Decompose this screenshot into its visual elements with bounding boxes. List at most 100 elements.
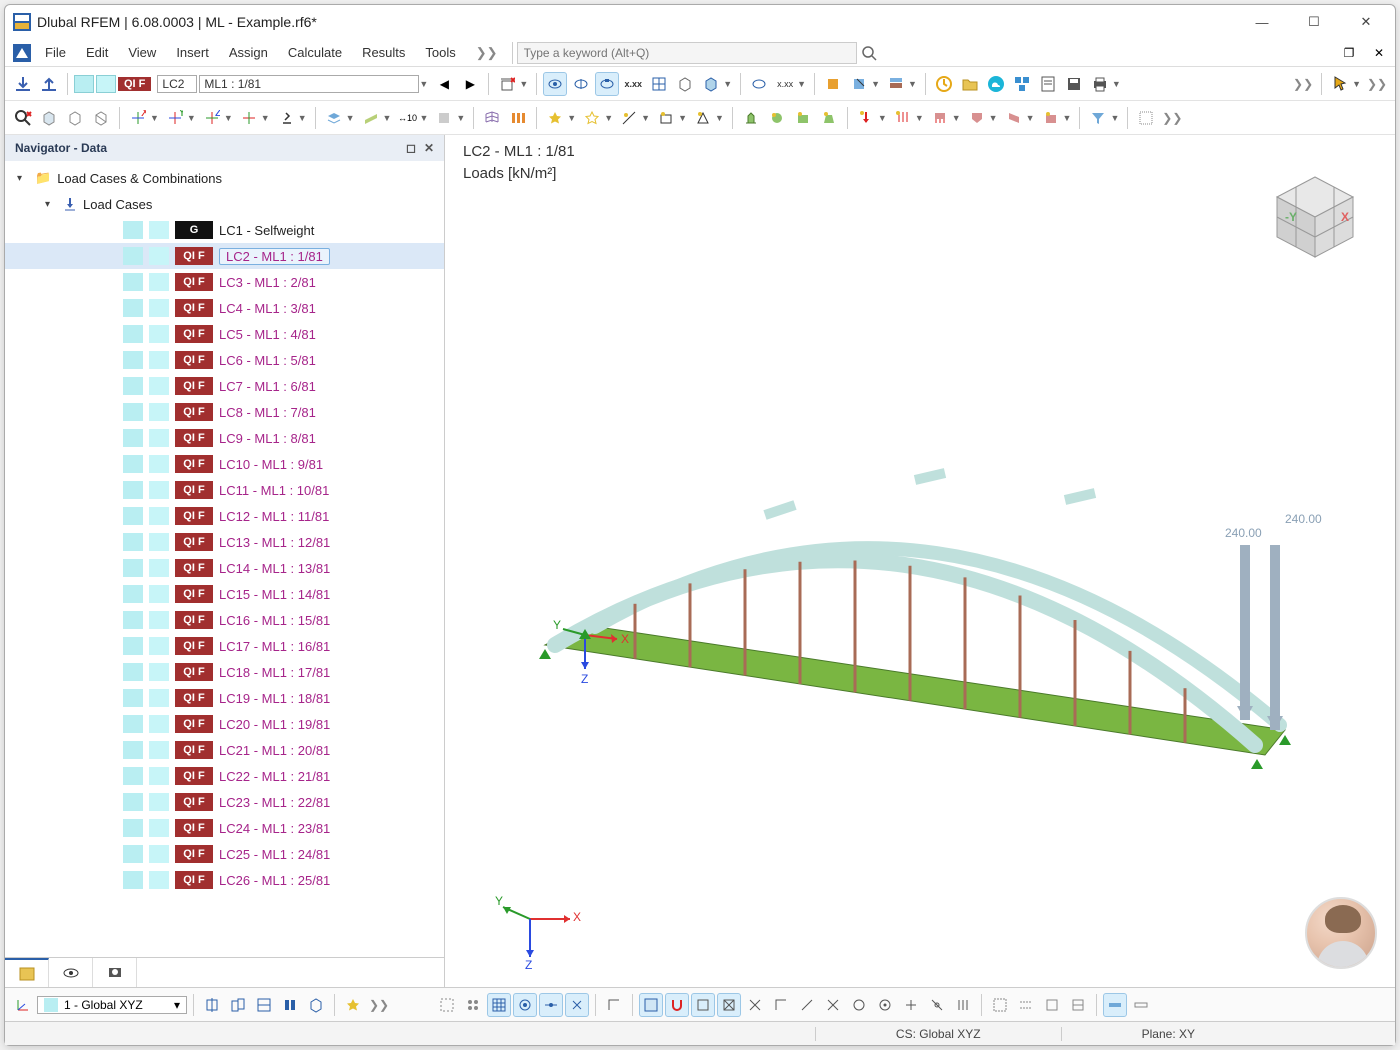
bb-more1-icon[interactable]: ❯❯ (367, 993, 391, 1017)
bb-i2-icon[interactable] (226, 993, 250, 1017)
tree-lc-item[interactable]: QI FLC6 - ML1 : 5/81 (5, 347, 444, 373)
cs-selector[interactable]: 1 - Global XYZ▾ (37, 996, 187, 1014)
tb-proj2-icon[interactable] (847, 72, 871, 96)
bb-snap3-icon[interactable] (717, 993, 741, 1017)
tb-load-in-icon[interactable] (11, 72, 35, 96)
tb-folder-icon[interactable] (958, 72, 982, 96)
tb-view-eye1-icon[interactable] (543, 72, 567, 96)
menu-tools[interactable]: Tools (415, 41, 465, 64)
tb2-zoom-icon[interactable] (11, 106, 35, 130)
tb2-dim-icon[interactable]: ↔10 (395, 106, 419, 130)
menu-results[interactable]: Results (352, 41, 415, 64)
tb-load-out-icon[interactable] (37, 72, 61, 96)
tb-more2-icon[interactable]: ❯❯ (1365, 72, 1389, 96)
tb-xxx-icon[interactable]: x.xx (621, 72, 645, 96)
tree-lc-item[interactable]: QI FLC21 - ML1 : 20/81 (5, 737, 444, 763)
assistant-avatar[interactable] (1305, 897, 1377, 969)
tb-cubes-icon[interactable] (1010, 72, 1034, 96)
bb-g2-icon[interactable] (461, 993, 485, 1017)
bb-cs-icon[interactable] (11, 993, 35, 1017)
tb-delete-icon[interactable] (495, 72, 519, 96)
tb2-filter-icon[interactable] (1086, 106, 1110, 130)
tb2-load3-icon[interactable] (928, 106, 952, 130)
tb-grid-icon[interactable] (647, 72, 671, 96)
search-icon[interactable] (857, 41, 881, 65)
tb-print-icon[interactable] (1088, 72, 1112, 96)
tree-lc-item[interactable]: QI FLC13 - ML1 : 12/81 (5, 529, 444, 555)
tb2-load6-icon[interactable] (1039, 106, 1063, 130)
tb2-star3-icon[interactable] (617, 106, 641, 130)
tb2-load4-icon[interactable] (965, 106, 989, 130)
tree-lc-item[interactable]: QI FLC4 - ML1 : 3/81 (5, 295, 444, 321)
nav-close-icon[interactable]: ✕ (424, 141, 434, 155)
canvas-3d[interactable]: LC2 - ML1 : 1/81 Loads [kN/m²] XYZ240.00… (445, 135, 1395, 987)
bb-guide4-icon[interactable] (1066, 993, 1090, 1017)
minimize-button[interactable]: — (1245, 10, 1279, 34)
bb-snap10-icon[interactable] (899, 993, 923, 1017)
chevron-down-icon[interactable]: ▾ (45, 199, 57, 210)
tree-lc-item[interactable]: QI FLC12 - ML1 : 11/81 (5, 503, 444, 529)
restore-subwindow-icon[interactable]: ❐ (1337, 41, 1361, 65)
bb-snap5-icon[interactable] (769, 993, 793, 1017)
menu-file[interactable]: File (35, 41, 76, 64)
menu-more[interactable]: ❯❯ (466, 41, 508, 65)
tb2-plane-icon[interactable] (359, 106, 383, 130)
tree-lc-item[interactable]: QI FLC5 - ML1 : 4/81 (5, 321, 444, 347)
tree-lc-selfweight[interactable]: G LC1 - Selfweight (5, 217, 444, 243)
bb-g3-icon[interactable] (487, 993, 511, 1017)
tb-xxx2-icon[interactable]: x.xx (773, 72, 797, 96)
lc-prev-icon[interactable]: ◀ (432, 72, 456, 96)
tree-root[interactable]: ▾ 📁 Load Cases & Combinations (5, 165, 444, 191)
lc-dropdown-icon[interactable]: ▼ (419, 79, 428, 89)
navigator-tree[interactable]: ▾ 📁 Load Cases & Combinations ▾ Load Cas… (5, 161, 444, 957)
bb-snap6-icon[interactable] (795, 993, 819, 1017)
tree-lc-item[interactable]: QI FLC19 - ML1 : 18/81 (5, 685, 444, 711)
tb-eye4-icon[interactable] (747, 72, 771, 96)
tb2-box4-icon[interactable] (432, 106, 456, 130)
tb2-more-icon[interactable]: ❯❯ (1160, 106, 1184, 130)
tree-lc-item[interactable]: QI FLC3 - ML1 : 2/81 (5, 269, 444, 295)
tree-lc-item[interactable]: QI FLC16 - ML1 : 15/81 (5, 607, 444, 633)
close-button[interactable]: ✕ (1349, 10, 1383, 34)
tree-lc-item[interactable]: QI FLC26 - ML1 : 25/81 (5, 867, 444, 893)
tree-lc-item[interactable]: QI FLC8 - ML1 : 7/81 (5, 399, 444, 425)
tree-lc-item[interactable]: QI FLC23 - ML1 : 22/81 (5, 789, 444, 815)
bb-g5-icon[interactable] (539, 993, 563, 1017)
tb-proj3-icon[interactable] (884, 72, 908, 96)
search-input[interactable] (517, 42, 857, 64)
tree-lc-item[interactable]: QI FLC17 - ML1 : 16/81 (5, 633, 444, 659)
tb-view-eye3-icon[interactable] (595, 72, 619, 96)
tb2-load1-icon[interactable] (854, 106, 878, 130)
tree-lc-item[interactable]: QI FLC2 - ML1 : 1/81 (5, 243, 444, 269)
bb-i1-icon[interactable] (200, 993, 224, 1017)
bb-guide3-icon[interactable] (1040, 993, 1064, 1017)
tb2-star2-icon[interactable] (580, 106, 604, 130)
bb-star-icon[interactable] (341, 993, 365, 1017)
tb2-mesh-icon[interactable] (480, 106, 504, 130)
tb-pointer-icon[interactable] (1328, 72, 1352, 96)
bb-guide1-icon[interactable] (988, 993, 1012, 1017)
bb-magnet-icon[interactable] (665, 993, 689, 1017)
menu-assign[interactable]: Assign (219, 41, 278, 64)
navtab-data-icon[interactable] (5, 958, 49, 987)
tree-lc-item[interactable]: QI FLC25 - ML1 : 24/81 (5, 841, 444, 867)
tb2-load5-icon[interactable] (1002, 106, 1026, 130)
bb-g1-icon[interactable] (435, 993, 459, 1017)
tb2-box3-icon[interactable] (89, 106, 113, 130)
bb-snap4-icon[interactable] (743, 993, 767, 1017)
bb-i3-icon[interactable] (252, 993, 276, 1017)
tb-cube-icon[interactable] (673, 72, 697, 96)
tb2-microscope-icon[interactable] (274, 106, 298, 130)
tree-lc-item[interactable]: QI FLC9 - ML1 : 8/81 (5, 425, 444, 451)
menu-calculate[interactable]: Calculate (278, 41, 352, 64)
menu-view[interactable]: View (118, 41, 166, 64)
tree-lc-item[interactable]: QI FLC14 - ML1 : 13/81 (5, 555, 444, 581)
tb-run-icon[interactable] (932, 72, 956, 96)
maximize-button[interactable]: ☐ (1297, 10, 1331, 34)
bb-guide2-icon[interactable] (1014, 993, 1038, 1017)
tb2-green2-icon[interactable] (765, 106, 789, 130)
tb2-load2-icon[interactable] (891, 106, 915, 130)
tb2-green4-icon[interactable] (817, 106, 841, 130)
tree-lc-item[interactable]: QI FLC11 - ML1 : 10/81 (5, 477, 444, 503)
tb2-box1-icon[interactable] (37, 106, 61, 130)
